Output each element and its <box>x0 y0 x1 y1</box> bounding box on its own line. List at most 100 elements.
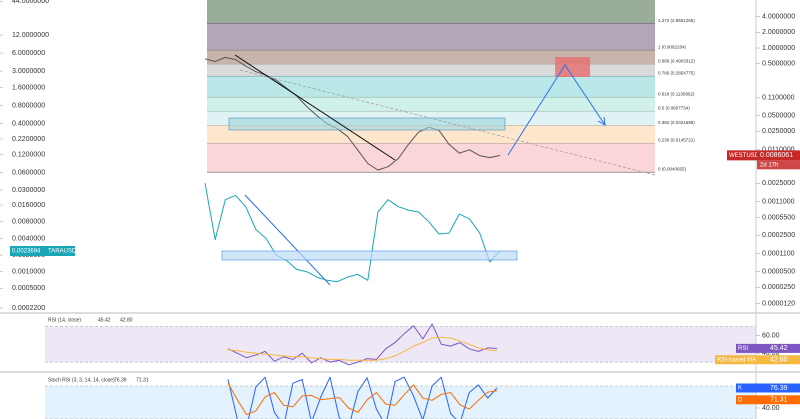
y-tick-label: 0.2200000 <box>12 136 45 143</box>
indicator-readout: 45.42 <box>98 317 111 323</box>
indicator-tag-name-bg <box>736 343 757 353</box>
indicator-tag-name: D <box>738 397 743 403</box>
y-tick-label: 0.0005000 <box>12 285 45 292</box>
price-tag-name: TARAUSD <box>48 249 77 255</box>
indicator-tag-name: K <box>738 386 742 392</box>
y-tick-label: 40.00 <box>762 405 780 412</box>
y-tick-label: 40.00 <box>762 350 780 357</box>
y-tick-label: 44.0000000 <box>12 0 49 5</box>
series-line <box>227 383 498 416</box>
y2-tick-label: 0.0001100 <box>762 251 795 258</box>
y2-tick-label: 0.0250000 <box>762 128 795 135</box>
y-tick-label: 0.0010000 <box>12 269 45 276</box>
y-tick-label: 6.0000000 <box>12 50 45 57</box>
price-tag-value: 0.0023694 <box>12 249 41 255</box>
series-line <box>204 56 501 171</box>
series-line <box>227 336 498 361</box>
y-tick-label: 60.00 <box>762 332 780 339</box>
plot-area <box>204 56 501 419</box>
y2-tick-label: 4.0000000 <box>762 14 795 21</box>
indicator-tag-value: 76.39 <box>770 385 788 392</box>
y2-tick-label: 2.0000000 <box>762 29 795 36</box>
y2-tick-label: 0.0000250 <box>762 284 795 291</box>
fib-label: 1.272 (2.9561266) <box>658 18 695 23</box>
y-tick-label: 0.0080000 <box>12 219 45 226</box>
y-tick-label: 1.6000000 <box>12 84 45 91</box>
indicator-tag-bg <box>757 383 800 393</box>
trend-line-lower <box>244 194 331 286</box>
indicator-readout: 71.31 <box>136 377 149 383</box>
fib-label: 1 (0.9082284) <box>658 44 687 49</box>
fib-label: 0.886 (0.4903312) <box>658 58 695 63</box>
series-line <box>227 376 498 419</box>
indicator-readout: 76.39 <box>114 377 127 383</box>
y-tick-label: 0.8000000 <box>12 102 45 109</box>
indicator-tag-value: 45.42 <box>770 345 788 352</box>
indicator-tag-value: 42.80 <box>770 357 788 364</box>
arrow-head <box>597 116 606 126</box>
y2-tick-label: 1.0000000 <box>762 45 795 52</box>
fib-band <box>207 143 655 173</box>
background <box>45 0 756 419</box>
fib-label: 0.618 (0.1130962) <box>658 91 695 96</box>
indicator-tag-name: RSI-based MA <box>717 357 756 363</box>
indicator-tag-name-bg <box>715 355 757 365</box>
indicator-band <box>45 386 756 419</box>
series-line <box>204 183 501 283</box>
indicator-tag-name-bg <box>736 383 757 393</box>
y-tick-label: 0.0040000 <box>12 235 45 242</box>
fib-label: 0.382 (0.0321698) <box>658 120 695 125</box>
y-tick-label: 0.4000000 <box>12 120 45 127</box>
price-tag-value: 0.0086061 <box>760 152 793 159</box>
price-tag-name: WESTUSD <box>729 153 760 159</box>
fib-band <box>207 97 655 112</box>
fib-band <box>207 23 655 51</box>
y2-tick-label: 0.0000120 <box>762 301 795 308</box>
indicator-title: RSI (14, close) <box>48 317 81 323</box>
price-tag-bg <box>10 245 75 256</box>
price-tag-bg <box>757 150 800 161</box>
y2-tick-label: 0.0025000 <box>762 180 795 187</box>
indicator-tag-bg <box>757 355 800 365</box>
fib-band <box>207 0 655 24</box>
countdown-bg <box>757 160 800 170</box>
y2-tick-label: 0.0000500 <box>762 268 795 275</box>
indicator-tag-value: 71.31 <box>770 397 788 404</box>
indicator-tag-bg <box>757 395 800 405</box>
target-box <box>555 57 590 77</box>
fib-label: 0.786 (0.2854775) <box>658 71 695 76</box>
indicator-tag-name-bg <box>736 395 757 405</box>
y2-tick-label: 0.0110000 <box>762 147 795 154</box>
y2-tick-label: 0.0005500 <box>762 214 795 221</box>
y2-tick-label: 0.5000000 <box>762 61 795 68</box>
range-box <box>228 117 506 131</box>
trend-line <box>234 54 396 161</box>
indicator-title: Stoch RSI (3, 3, 14, 14, close) <box>48 377 115 383</box>
y-tick-label: 0.0002200 <box>12 305 45 312</box>
indicator-band <box>45 326 756 363</box>
y2-tick-label: 0.0002500 <box>762 232 795 239</box>
projection-arrow <box>507 64 606 156</box>
indicator-tag-name: RSI <box>738 346 748 352</box>
y2-tick-label: 0.1100000 <box>762 95 795 102</box>
fib-label: 0.5 (0.0607734) <box>658 105 690 110</box>
fib-band <box>207 76 655 98</box>
indicator-readout: 42.80 <box>120 317 133 323</box>
fib-band <box>207 50 655 65</box>
countdown: 2d 17h <box>760 162 778 168</box>
y-tick-label: 0.0300000 <box>12 187 45 194</box>
price-tag-name-bg <box>727 150 757 161</box>
y-tick-label: 3.0000000 <box>12 68 45 75</box>
y-tick-label: 0.0600000 <box>12 170 45 177</box>
trend-line-dashed <box>239 69 656 176</box>
y2-tick-label: 0.0011000 <box>762 199 795 206</box>
y2-tick-label: 0.0500000 <box>762 112 795 119</box>
support-box <box>221 250 518 261</box>
fib-label: 0 (0.0040655) <box>658 166 687 171</box>
fib-band <box>207 64 655 77</box>
y-tick-label: 0.1200000 <box>12 152 45 159</box>
y-tick-label: 0.0160000 <box>12 202 45 209</box>
indicator-tag-bg <box>757 343 800 353</box>
